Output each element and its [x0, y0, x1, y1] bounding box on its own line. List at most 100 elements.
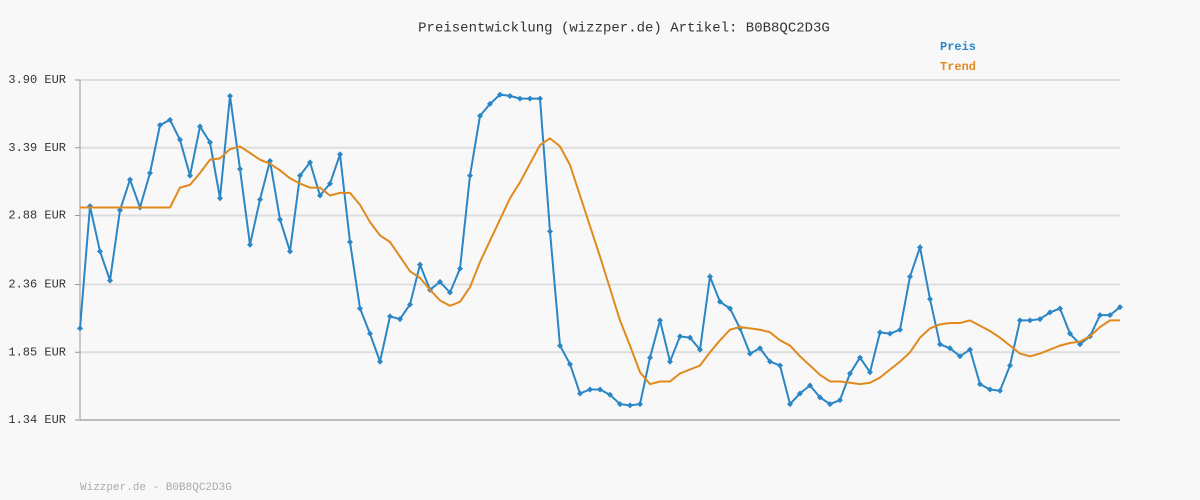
point: [97, 248, 103, 255]
point: [537, 95, 543, 102]
point: [827, 401, 833, 408]
point: [747, 350, 753, 357]
point: [507, 92, 513, 99]
point: [357, 305, 363, 312]
point: [637, 401, 643, 408]
point: [1097, 312, 1103, 319]
y-tick-label: 2.36 EUR: [8, 278, 66, 292]
point: [1117, 304, 1123, 311]
footer: Wizzper.de - B0B8QC2D3G: [80, 482, 232, 494]
point: [837, 397, 843, 404]
point: [417, 261, 423, 268]
point: [817, 394, 823, 401]
legend-entry: Trend: [940, 60, 976, 74]
point: [317, 192, 323, 199]
point: [847, 370, 853, 377]
point: [867, 369, 873, 376]
point: [387, 313, 393, 320]
point: [797, 390, 803, 397]
point: [987, 386, 993, 393]
point: [957, 353, 963, 360]
point: [517, 95, 523, 102]
series-line: [80, 137, 1120, 386]
point: [607, 391, 613, 398]
point: [907, 273, 913, 280]
point: [667, 358, 673, 365]
point: [287, 248, 293, 255]
point: [207, 139, 213, 146]
y-tick-label: 1.85 EUR: [8, 345, 66, 359]
point: [707, 273, 713, 280]
point: [237, 165, 243, 172]
point: [877, 329, 883, 336]
point: [157, 122, 163, 129]
point: [787, 401, 793, 408]
point: [1007, 362, 1013, 369]
point: [217, 195, 223, 202]
point: [257, 196, 263, 203]
point: [977, 381, 983, 388]
point: [777, 362, 783, 369]
point: [367, 330, 373, 337]
point: [567, 361, 573, 368]
point: [1057, 305, 1063, 312]
point: [197, 123, 203, 130]
point: [467, 172, 473, 179]
point: [557, 342, 563, 349]
point: [307, 159, 313, 166]
point: [297, 172, 303, 179]
point: [997, 387, 1003, 394]
point: [277, 216, 283, 223]
point: [587, 386, 593, 393]
point: [577, 390, 583, 397]
point: [127, 176, 133, 183]
point: [657, 317, 663, 324]
legend-entry: Preis: [940, 40, 976, 54]
point: [497, 91, 503, 98]
point: [767, 358, 773, 365]
point: [457, 265, 463, 272]
point: [437, 278, 443, 285]
point: [1027, 317, 1033, 324]
point: [77, 325, 83, 332]
point: [1017, 317, 1023, 324]
point: [337, 151, 343, 158]
point: [397, 316, 403, 323]
y-tick-label: 3.90 EUR: [8, 73, 66, 87]
point: [377, 358, 383, 365]
point: [697, 346, 703, 353]
point: [1037, 316, 1043, 323]
point: [407, 301, 413, 308]
point: [757, 345, 763, 352]
point: [617, 401, 623, 408]
point: [687, 334, 693, 341]
y-tick-label: 2.88 EUR: [8, 209, 66, 223]
point: [897, 326, 903, 333]
point: [597, 386, 603, 393]
point: [347, 239, 353, 246]
y-tick-label: 3.39 EUR: [8, 141, 66, 155]
point: [927, 296, 933, 303]
point: [647, 354, 653, 361]
series-line: [79, 93, 1121, 407]
point: [1067, 330, 1073, 337]
point: [167, 116, 173, 123]
y-tick-label: 1.34 EUR: [8, 413, 66, 427]
chart-title: Preisentwicklung (wizzper.de) Artikel: B…: [418, 21, 830, 37]
point: [717, 298, 723, 305]
point: [547, 228, 553, 235]
point: [727, 305, 733, 312]
point: [857, 354, 863, 361]
point: [967, 346, 973, 353]
point: [887, 330, 893, 337]
point: [527, 95, 533, 102]
point: [947, 345, 953, 352]
point: [1107, 312, 1113, 319]
point: [117, 207, 123, 214]
point: [1047, 309, 1053, 316]
point: [107, 277, 113, 284]
point: [187, 172, 193, 179]
point: [917, 244, 923, 251]
point: [677, 333, 683, 340]
point: [477, 112, 483, 119]
